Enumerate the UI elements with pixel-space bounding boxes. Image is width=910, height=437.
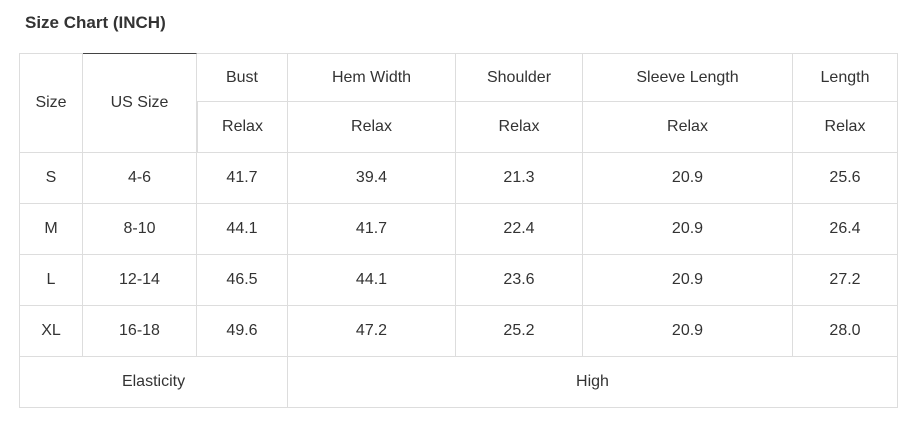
header-length: Length: [793, 53, 898, 102]
size-row-l: L 12-14 46.5 44.1 23.6 20.9 27.2: [19, 255, 898, 306]
us-size-value: 4-6: [83, 153, 197, 204]
sleeve-length-value: 20.9: [583, 204, 793, 255]
elasticity-label: Elasticity: [19, 357, 288, 408]
fit-header-row: Relax Relax Relax Relax Relax: [19, 102, 898, 153]
size-label: L: [19, 255, 83, 306]
size-row-s: S 4-6 41.7 39.4 21.3 20.9 25.6: [19, 153, 898, 204]
length-value: 28.0: [793, 306, 898, 357]
size-label: XL: [19, 306, 83, 357]
page-title: Size Chart (INCH): [25, 13, 166, 32]
bust-value: 44.1: [197, 204, 288, 255]
hem-width-value: 47.2: [288, 306, 456, 357]
shoulder-value: 23.6: [456, 255, 583, 306]
us-size-value: 12-14: [83, 255, 197, 306]
fit-bust: Relax: [197, 102, 288, 153]
shoulder-value: 25.2: [456, 306, 583, 357]
hem-width-value: 39.4: [288, 153, 456, 204]
shoulder-value: 21.3: [456, 153, 583, 204]
shoulder-value: 22.4: [456, 204, 583, 255]
size-label: M: [19, 204, 83, 255]
size-chart-table: Size US Size Bust Hem Width Shoulder Sle…: [19, 53, 898, 408]
measure-header-row: Size US Size Bust Hem Width Shoulder Sle…: [19, 53, 898, 153]
sleeve-length-value: 20.9: [583, 255, 793, 306]
fit-length: Relax: [793, 102, 898, 153]
elasticity-value: High: [288, 357, 898, 408]
size-row-xl: XL 16-18 49.6 47.2 25.2 20.9 28.0: [19, 306, 898, 357]
hem-width-value: 44.1: [288, 255, 456, 306]
bust-value: 41.7: [197, 153, 288, 204]
header-shoulder: Shoulder: [456, 53, 583, 102]
fit-shoulder: Relax: [456, 102, 583, 153]
fit-hem-width: Relax: [288, 102, 456, 153]
elasticity-row: Elasticity High: [19, 357, 898, 408]
bust-value: 46.5: [197, 255, 288, 306]
length-value: 26.4: [793, 204, 898, 255]
header-hem-width: Hem Width: [288, 53, 456, 102]
hem-width-value: 41.7: [288, 204, 456, 255]
fit-sleeve-length: Relax: [583, 102, 793, 153]
header-bust: Bust: [197, 53, 288, 102]
size-label: S: [19, 153, 83, 204]
us-size-value: 16-18: [83, 306, 197, 357]
length-value: 25.6: [793, 153, 898, 204]
sleeve-length-value: 20.9: [583, 306, 793, 357]
header-sleeve-length: Sleeve Length: [583, 53, 793, 102]
size-row-m: M 8-10 44.1 41.7 22.4 20.9 26.4: [19, 204, 898, 255]
header-us-size: US Size: [83, 53, 197, 153]
length-value: 27.2: [793, 255, 898, 306]
bust-value: 49.6: [197, 306, 288, 357]
header-size: Size: [19, 53, 83, 153]
sleeve-length-value: 20.9: [583, 153, 793, 204]
us-size-value: 8-10: [83, 204, 197, 255]
